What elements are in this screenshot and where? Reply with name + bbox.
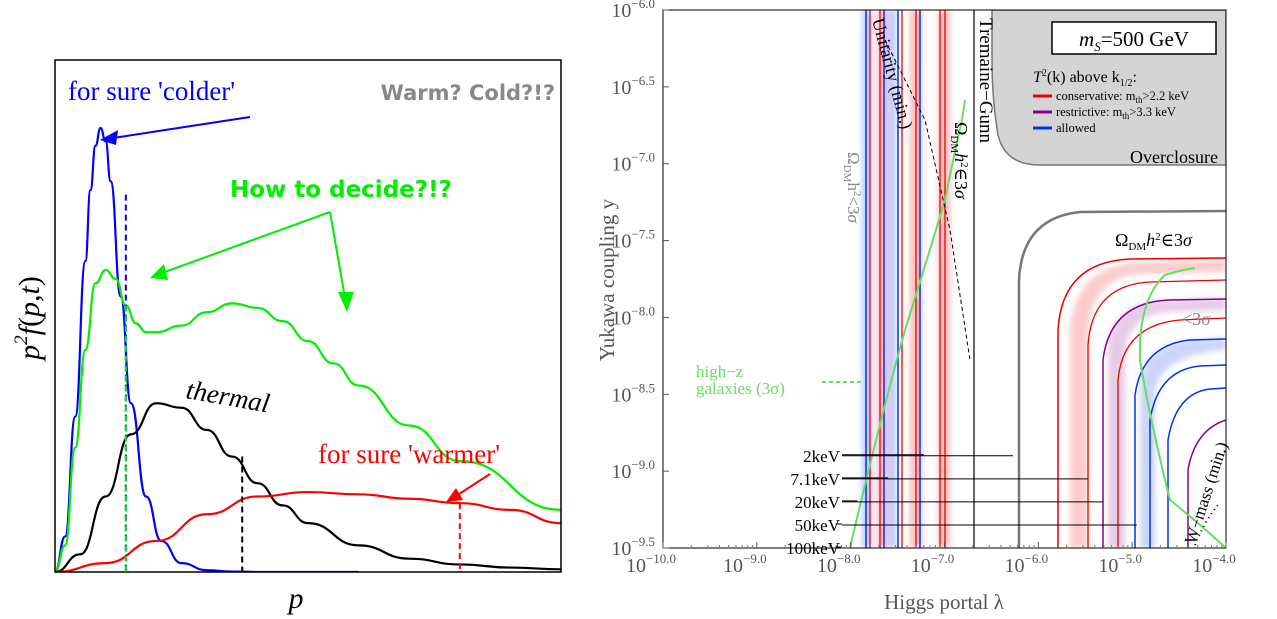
annotation-warmer: for sure 'warmer' xyxy=(318,439,500,469)
arrow-decide-left xyxy=(161,211,331,274)
svg-text:10−4.0: 10−4.0 xyxy=(1192,551,1236,577)
x-tick-1: 10−9.0 xyxy=(723,542,767,577)
x-tick-6: 10−4.0 xyxy=(1192,542,1236,577)
x-tick-3: 10−7.0 xyxy=(911,542,955,577)
legend-title: T2(k) above k1/2: xyxy=(1033,68,1137,89)
unitarity-line xyxy=(884,39,971,361)
svg-text:10−9.0: 10−9.0 xyxy=(611,457,655,483)
y-tick-7: 10−9.5 xyxy=(611,534,669,560)
mass-labels: 2keV 7.1keV 20keV 50keV 100keV xyxy=(786,447,841,558)
mass-label-3: 50keV xyxy=(795,516,841,535)
svg-text:10−6.0: 10−6.0 xyxy=(611,0,655,22)
mass-label-0: 2keV xyxy=(803,447,841,466)
svg-text:10−8.5: 10−8.5 xyxy=(611,380,655,406)
svg-text:10−6.5: 10−6.5 xyxy=(611,73,655,99)
x-tick-5: 10−5.0 xyxy=(1098,542,1142,577)
svg-text:p2f(p,t): p2f(p,t) xyxy=(11,276,46,362)
y-tick-2: 10−7.0 xyxy=(611,150,669,176)
svg-text:10−9.5: 10−9.5 xyxy=(611,534,655,560)
y-tick-6: 10−9.0 xyxy=(611,457,669,483)
x-tick-0: 10−10.0 xyxy=(626,542,676,577)
svg-text:10−7.0: 10−7.0 xyxy=(911,551,955,577)
svg-text:10−8.0: 10−8.0 xyxy=(817,551,861,577)
legend-restrictive: restrictive: mth>3.3 keV xyxy=(1056,105,1176,121)
arrow-warmer xyxy=(455,473,491,497)
left-ylabel: p2f(p,t) xyxy=(11,276,46,362)
x-tick-4: 10−6.0 xyxy=(1005,542,1049,577)
y-tick-4: 10−8.0 xyxy=(611,303,669,329)
left-series-1 xyxy=(55,268,561,572)
annotation-colder: for sure 'colder' xyxy=(68,76,235,106)
label-tremaine: Tremaine−Gunn xyxy=(975,18,996,144)
legend-allowed: allowed xyxy=(1056,121,1096,135)
label-highz-2: galaxies (3σ) xyxy=(696,379,785,398)
ms-box xyxy=(1051,21,1217,55)
svg-text:10−8.0: 10−8.0 xyxy=(611,303,655,329)
label-omega-lt: ΩDMh2<3σ xyxy=(841,152,863,223)
legend: T2(k) above k1/2: conservative: mth>2.2 … xyxy=(1033,68,1189,135)
left-chart: for sure 'colder' Warm? Cold?!? How to d… xyxy=(11,59,562,615)
svg-text:ΩDMh2∈3σ: ΩDMh2∈3σ xyxy=(1115,230,1193,253)
left-markers xyxy=(124,194,461,572)
ms-box-label: mS=500 GeV xyxy=(1079,27,1189,54)
highz-curve-left xyxy=(849,99,966,548)
svg-text:10−10.0: 10−10.0 xyxy=(626,551,676,577)
svg-text:10−6.0: 10−6.0 xyxy=(1005,551,1049,577)
svg-text:10−7.0: 10−7.0 xyxy=(611,150,655,176)
label-omega-in-left: ΩDMh2∈3σ xyxy=(948,122,971,200)
label-overclosure: Overclosure xyxy=(1130,147,1218,167)
mass-label-1: 7.1keV xyxy=(790,470,840,489)
svg-text:ΩDMh2<3σ: ΩDMh2<3σ xyxy=(841,152,863,223)
svg-text:10−7.5: 10−7.5 xyxy=(611,227,655,253)
y-tick-5: 10−8.5 xyxy=(611,380,669,406)
arrow-colder xyxy=(112,116,251,139)
right-ylabel: Yukawa coupling y xyxy=(595,198,619,361)
label-highz-1: high−z xyxy=(696,362,744,381)
y-tick-0: 10−6.0 xyxy=(611,0,669,22)
arrow-decide-right xyxy=(329,211,346,299)
arrow-decide-right-head xyxy=(338,292,354,312)
y-tick-1: 10−6.5 xyxy=(611,73,669,99)
label-lt3sigma: <3σ xyxy=(1182,309,1211,329)
annotation-decide: How to decide?!? xyxy=(230,177,452,203)
left-frame xyxy=(54,59,562,573)
legend-conservative: conservative: mth>2.2 keV xyxy=(1056,89,1189,105)
mass-lines xyxy=(835,454,1175,548)
annotation-warm-cold: Warm? Cold?!? xyxy=(381,81,555,105)
arrow-colder-head xyxy=(100,130,118,145)
arrow-decide-left-head xyxy=(150,264,168,280)
svg-text:10−9.0: 10−9.0 xyxy=(723,551,767,577)
arrow-warmer-head xyxy=(446,488,463,502)
label-omega-in-right: ΩDMh2∈3σ xyxy=(1115,230,1193,253)
right-xlabel: Higgs portal λ xyxy=(884,590,1005,614)
annotation-thermal: thermal xyxy=(184,374,272,418)
svg-text:10−5.0: 10−5.0 xyxy=(1098,551,1142,577)
left-xlabel: p xyxy=(287,582,304,615)
svg-text:ΩDMh2∈3σ: ΩDMh2∈3σ xyxy=(948,122,971,200)
right-bands xyxy=(1070,260,1226,548)
vertical-lines-left xyxy=(865,10,975,548)
right-chart: 10−10.0 10−9.0 10−8.0 10−7.0 10−6.0 10−5.0 10−… xyxy=(595,0,1236,614)
right-ticks: 10−10.0 10−9.0 10−8.0 10−7.0 10−6.0 10−5.0 10−… xyxy=(611,0,1235,577)
highz-curve-right xyxy=(1138,267,1226,548)
mass-label-2: 20keV xyxy=(795,493,841,512)
mass-label-4: 100keV xyxy=(786,539,841,558)
omega-contour-upper xyxy=(1017,209,1226,548)
left-series-2 xyxy=(55,402,561,572)
x-tick-2: 10−8.0 xyxy=(817,542,861,577)
y-tick-3: 10−7.5 xyxy=(611,227,669,253)
left-series-3 xyxy=(55,490,561,572)
